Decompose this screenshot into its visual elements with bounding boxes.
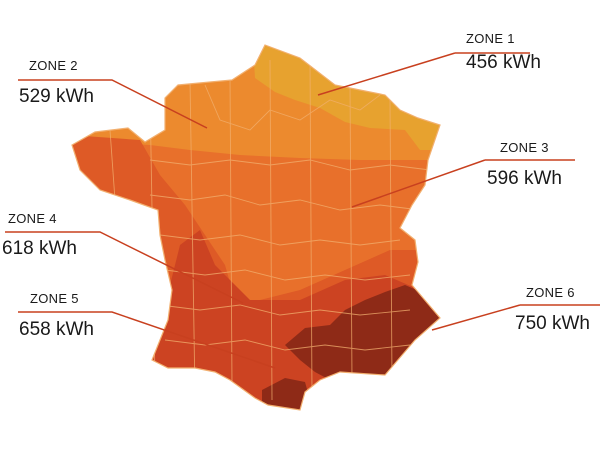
department-borders [109, 59, 431, 401]
zone3-label: ZONE 3 [500, 140, 549, 155]
zone5-value-wrap: 658 kWh [19, 319, 94, 341]
zone2-value: 529 kWh [19, 86, 94, 107]
zone1-value: 456 kWh [466, 52, 541, 73]
zone1-label: ZONE 1 456 kWh [466, 31, 541, 74]
zone2-name: ZONE 2 [29, 58, 78, 73]
zone4-value: 618 kWh [2, 238, 77, 259]
zone1-leader-line [317, 52, 530, 96]
zone2-leader-line [18, 79, 208, 129]
zone1-name: ZONE 1 [466, 31, 515, 46]
zone4-leader-line [5, 231, 244, 304]
zone2-region [72, 45, 440, 160]
zone3-name: ZONE 3 [500, 140, 549, 155]
zone5-value: 658 kWh [19, 319, 94, 340]
zone6-label: ZONE 6 [526, 285, 575, 300]
zone5-name: ZONE 5 [30, 291, 79, 306]
zone2-label: ZONE 2 [29, 58, 78, 73]
france-outline [71, 44, 441, 411]
zone3-value: 596 kWh [487, 168, 562, 189]
zone4-name: ZONE 4 [8, 211, 57, 226]
zone4-label: ZONE 4 [8, 211, 57, 226]
zone6-value: 750 kWh [515, 313, 590, 334]
zone5-label: ZONE 5 [30, 291, 79, 306]
zone6-leader-line [431, 304, 600, 331]
zone3-leader-line [351, 159, 575, 208]
zone6-name: ZONE 6 [526, 285, 575, 300]
zone2-value-wrap: 529 kWh [19, 86, 94, 108]
zone4-value-wrap: 618 kWh [2, 238, 77, 260]
zone5-leader-line [18, 311, 276, 369]
zone6-value-wrap: 750 kWh [515, 313, 590, 335]
zone3-value-wrap: 596 kWh [487, 168, 562, 190]
